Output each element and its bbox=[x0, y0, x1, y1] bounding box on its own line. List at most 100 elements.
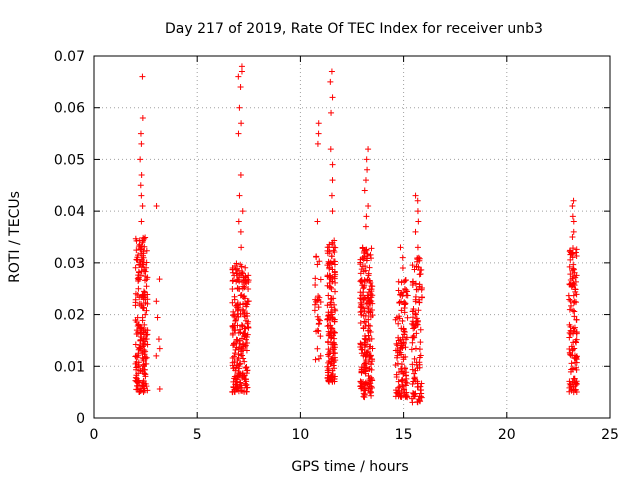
data-point bbox=[365, 322, 372, 329]
data-point bbox=[133, 237, 140, 244]
data-point bbox=[415, 317, 422, 324]
data-point bbox=[364, 327, 371, 334]
data-point bbox=[241, 313, 248, 320]
data-point bbox=[238, 335, 245, 342]
data-point bbox=[155, 336, 162, 343]
data-point bbox=[409, 399, 416, 406]
data-point bbox=[570, 307, 577, 314]
data-point bbox=[411, 334, 418, 341]
data-point bbox=[365, 294, 372, 301]
data-point bbox=[237, 228, 244, 235]
data-point bbox=[570, 389, 577, 396]
data-point bbox=[414, 365, 421, 372]
data-point bbox=[325, 359, 332, 366]
data-point bbox=[361, 249, 368, 256]
data-point bbox=[229, 286, 236, 293]
data-point bbox=[324, 250, 331, 257]
data-point bbox=[139, 73, 146, 80]
data-point bbox=[365, 202, 372, 209]
x-tick-label: 10 bbox=[291, 427, 309, 443]
data-point bbox=[402, 336, 409, 343]
data-point bbox=[239, 374, 246, 381]
data-point bbox=[419, 294, 426, 301]
data-point bbox=[573, 246, 580, 253]
data-point bbox=[324, 323, 331, 330]
data-point bbox=[135, 252, 142, 259]
data-point bbox=[242, 380, 249, 387]
data-point bbox=[136, 367, 143, 374]
data-point bbox=[360, 325, 367, 332]
data-point bbox=[325, 312, 332, 319]
data-point bbox=[142, 371, 149, 378]
data-point bbox=[135, 268, 142, 275]
data-point bbox=[573, 359, 580, 366]
data-point bbox=[314, 218, 321, 225]
data-point bbox=[240, 283, 247, 290]
data-point bbox=[573, 272, 580, 279]
data-point bbox=[142, 311, 149, 318]
x-tick-label: 15 bbox=[395, 427, 413, 443]
data-point bbox=[402, 379, 409, 386]
data-point bbox=[143, 283, 150, 290]
data-point bbox=[139, 354, 146, 361]
data-point bbox=[332, 288, 339, 295]
data-point bbox=[331, 335, 338, 342]
data-point bbox=[142, 299, 149, 306]
data-point bbox=[411, 324, 418, 331]
y-tick-label: 0.06 bbox=[54, 101, 85, 117]
data-point bbox=[132, 264, 139, 271]
data-point bbox=[570, 299, 577, 306]
y-tick-label: 0.07 bbox=[54, 49, 85, 65]
data-point bbox=[328, 68, 335, 75]
data-point bbox=[137, 337, 144, 344]
data-point bbox=[153, 298, 160, 305]
data-point bbox=[363, 156, 370, 163]
data-point bbox=[409, 262, 416, 269]
data-point bbox=[138, 333, 145, 340]
data-point bbox=[404, 394, 411, 401]
data-point bbox=[367, 278, 374, 285]
data-point bbox=[357, 341, 364, 348]
x-axis-label: GPS time / hours bbox=[291, 459, 408, 475]
data-point bbox=[315, 293, 322, 300]
data-point bbox=[362, 318, 369, 325]
data-point bbox=[133, 372, 140, 379]
data-point bbox=[402, 382, 409, 389]
data-point bbox=[408, 346, 415, 353]
data-point bbox=[358, 308, 365, 315]
data-point bbox=[397, 336, 404, 343]
data-point bbox=[232, 387, 239, 394]
data-point bbox=[245, 286, 252, 293]
data-point bbox=[367, 323, 374, 330]
data-point bbox=[243, 363, 250, 370]
data-point bbox=[411, 355, 418, 362]
data-point bbox=[329, 315, 336, 322]
data-point bbox=[311, 307, 318, 314]
data-point bbox=[133, 247, 140, 254]
data-point bbox=[393, 354, 400, 361]
data-point bbox=[134, 329, 141, 336]
data-point bbox=[244, 301, 251, 308]
data-point bbox=[412, 228, 419, 235]
data-point bbox=[363, 257, 370, 264]
data-point bbox=[571, 328, 578, 335]
data-point bbox=[329, 208, 336, 215]
data-point bbox=[569, 213, 576, 220]
data-point bbox=[416, 281, 423, 288]
data-point bbox=[415, 218, 422, 225]
data-point bbox=[417, 326, 424, 333]
data-point bbox=[358, 369, 365, 376]
data-point bbox=[325, 258, 332, 265]
data-point bbox=[231, 272, 238, 279]
data-point bbox=[317, 333, 324, 340]
chart-title: Day 217 of 2019, Rate Of TEC Index for r… bbox=[165, 21, 543, 37]
data-point bbox=[139, 257, 146, 264]
data-point bbox=[137, 182, 144, 189]
data-point bbox=[396, 383, 403, 390]
data-point bbox=[393, 371, 400, 378]
data-point bbox=[132, 360, 139, 367]
data-point bbox=[570, 280, 577, 287]
data-point bbox=[573, 353, 580, 360]
data-point bbox=[366, 343, 373, 350]
data-point bbox=[231, 350, 238, 357]
